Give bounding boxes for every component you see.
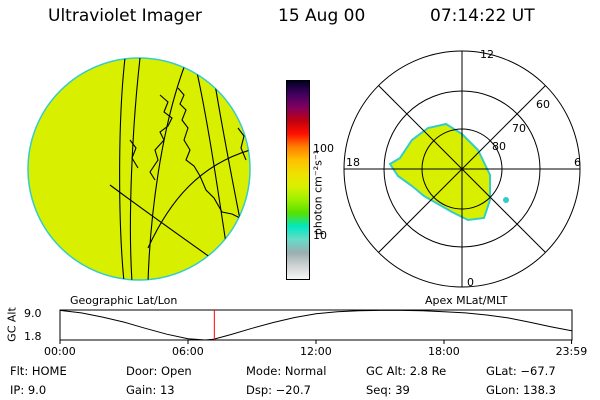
mlat-label-70: 70 — [512, 122, 526, 135]
gc-alt-ytick-low: 1.8 — [24, 330, 42, 343]
auroral-spot — [503, 197, 509, 203]
x-tick-label: 00:00 — [44, 345, 76, 358]
coastline — [129, 139, 139, 169]
auroral-oval — [388, 122, 491, 222]
seq-status: Seq: 39 — [366, 383, 410, 397]
colorbar-tick-100: 100 — [313, 142, 334, 155]
x-tick-label: 23:59 — [555, 345, 588, 358]
dsp-status: Dsp: −20.7 — [246, 383, 311, 397]
glon-status: GLon: 138.3 — [486, 383, 556, 397]
apex-caption: Apex MLat/MLT — [425, 294, 508, 307]
gc-alt-ytick-high: 9.0 — [24, 307, 42, 320]
meridian-line — [129, 58, 141, 280]
x-tick-label: 12:00 — [300, 345, 332, 358]
colorbar-tick-10: 10 — [313, 229, 327, 242]
ip-status: IP: 9.0 — [10, 383, 47, 397]
meridian-line — [147, 61, 187, 280]
mlat-label-60: 60 — [536, 98, 550, 111]
mlt-label-18: 18 — [346, 156, 360, 169]
coastline — [149, 94, 173, 181]
geographic-caption: Geographic Lat/Lon — [70, 294, 178, 307]
door-status: Door: Open — [126, 364, 192, 378]
latitude-line — [147, 149, 250, 249]
mlt-label-0: 0 — [467, 276, 474, 289]
mlt-label-6: 6 — [574, 156, 581, 169]
x-tick-label: 18:00 — [428, 345, 460, 358]
glat-status: GLat: −67.7 — [486, 364, 556, 378]
gc-alt-curve — [59, 309, 572, 341]
gain-status: Gain: 13 — [126, 383, 175, 397]
coastline — [177, 87, 241, 219]
instrument-title: Ultraviolet Imager — [48, 6, 202, 26]
colorbar — [286, 80, 310, 280]
mlt-label-12: 12 — [480, 48, 494, 61]
flight-status: Flt: HOME — [10, 364, 67, 378]
polar-grid — [343, 50, 581, 288]
x-tick-label: 06:00 — [172, 345, 204, 358]
time-label: 07:14:22 UT — [430, 6, 535, 26]
mlat-label-80: 80 — [492, 140, 506, 153]
mode-status: Mode: Normal — [246, 364, 327, 378]
gc-alt-status: GC Alt: 2.8 Re — [366, 364, 447, 378]
date-label: 15 Aug 00 — [278, 6, 366, 26]
meridian-line — [119, 58, 126, 280]
coastline — [237, 127, 247, 161]
x-tick-marks — [59, 340, 573, 344]
